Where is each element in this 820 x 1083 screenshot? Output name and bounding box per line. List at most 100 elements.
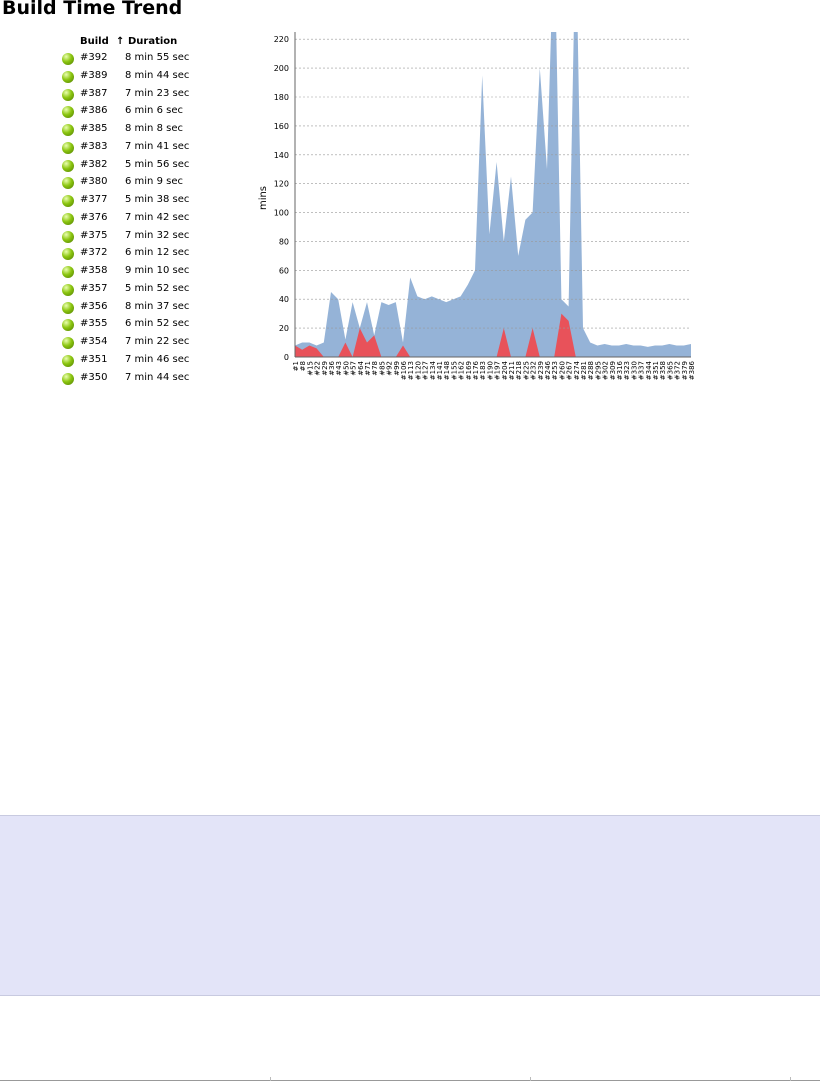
status-icon [62, 301, 74, 314]
separator [530, 1077, 531, 1081]
build-link[interactable]: #350 [80, 371, 108, 383]
duration: 7 min 41 sec [125, 140, 190, 152]
x-tick-label: #372 [674, 361, 682, 380]
build-link[interactable]: #385 [80, 123, 108, 134]
status-icon [62, 354, 74, 367]
duration: 8 min 37 sec [125, 300, 190, 312]
status-icon [62, 53, 74, 65]
build-row: #380 6 min 9 sec [62, 176, 242, 193]
x-tick-label: #379 [681, 361, 689, 380]
y-tick-label: 0 [284, 353, 289, 362]
build-link[interactable]: #386 [80, 105, 108, 117]
x-tick-label: #309 [609, 361, 617, 380]
x-tick-label: #288 [587, 361, 595, 380]
build-link[interactable]: #380 [80, 176, 108, 188]
status-icon [62, 337, 74, 349]
build-link[interactable]: #372 [80, 247, 108, 259]
build-row: #357 5 min 52 sec [62, 283, 242, 300]
duration: 9 min 10 sec [125, 265, 190, 276]
y-tick-label: 40 [279, 295, 289, 304]
separator [270, 1077, 271, 1081]
x-tick-label: #239 [537, 361, 545, 380]
bottom-rule [0, 1080, 820, 1081]
duration: 8 min 8 sec [125, 123, 183, 134]
build-row: #382 5 min 56 sec [62, 159, 242, 176]
build-link[interactable]: #375 [80, 229, 108, 241]
x-tick-label: #155 [450, 361, 458, 380]
x-tick-label: #337 [638, 361, 646, 380]
duration: 6 min 9 sec [125, 176, 183, 188]
x-tick-label: #330 [630, 361, 638, 380]
x-tick-label: #106 [400, 360, 408, 380]
status-icon [62, 70, 74, 83]
x-tick-label: #267 [566, 361, 574, 380]
duration: 5 min 56 sec [125, 158, 190, 170]
x-tick-label: #15 [306, 361, 314, 376]
build-row: #376 7 min 42 sec [62, 212, 242, 229]
build-link[interactable]: #377 [80, 194, 108, 205]
x-tick-label: #22 [314, 361, 322, 376]
build-link[interactable]: #383 [80, 140, 108, 152]
x-tick-label: #323 [623, 361, 631, 380]
x-tick-label: #71 [364, 361, 372, 376]
y-tick-label: 100 [274, 209, 289, 218]
duration: 7 min 32 sec [125, 229, 190, 241]
sort-arrow[interactable]: ↑ [116, 36, 125, 47]
y-tick-label: 220 [274, 35, 289, 44]
build-link[interactable]: #358 [80, 265, 108, 276]
build-link[interactable]: #354 [80, 336, 108, 347]
build-row: #355 6 min 52 sec [62, 318, 242, 335]
footer-band [0, 815, 820, 996]
build-row: #385 8 min 8 sec [62, 123, 242, 140]
status-icon [62, 195, 74, 207]
x-tick-label: #120 [414, 361, 422, 380]
y-tick-label: 60 [279, 266, 289, 275]
column-header[interactable]: Duration [128, 36, 178, 47]
duration: 7 min 44 sec [125, 371, 190, 383]
build-row: #354 7 min 22 sec [62, 336, 242, 353]
x-tick-label: #316 [616, 360, 624, 380]
x-tick-label: #78 [371, 361, 379, 376]
build-link[interactable]: #357 [80, 282, 108, 294]
x-tick-label: #260 [558, 361, 566, 380]
duration: 6 min 52 sec [125, 318, 190, 330]
build-row: #351 7 min 46 sec [62, 354, 242, 371]
build-row: #386 6 min 6 sec [62, 105, 242, 122]
x-tick-label: #113 [407, 361, 415, 380]
x-tick-label: #295 [594, 361, 602, 380]
build-link[interactable]: #382 [80, 158, 108, 170]
status-icon [62, 319, 74, 332]
build-link[interactable]: #376 [80, 211, 108, 223]
x-tick-label: #246 [544, 360, 552, 380]
build-link[interactable]: #351 [80, 353, 108, 365]
build-row: #356 8 min 37 sec [62, 301, 242, 318]
build-row: #387 7 min 23 sec [62, 88, 242, 105]
status-icon [62, 159, 74, 172]
column-header[interactable]: Build [80, 36, 109, 47]
x-tick-label: #204 [501, 360, 509, 380]
x-tick-label: #176 [472, 360, 480, 380]
y-tick-label: 120 [274, 180, 289, 189]
x-tick-label: #386 [688, 360, 696, 380]
x-tick-label: #50 [342, 361, 350, 376]
build-link[interactable]: #356 [80, 300, 108, 312]
build-link[interactable]: #355 [80, 318, 108, 330]
y-tick-label: 160 [274, 122, 289, 131]
build-link[interactable]: #387 [80, 87, 108, 99]
build-link[interactable]: #389 [80, 69, 108, 81]
x-tick-label: #281 [580, 361, 588, 380]
build-row: #375 7 min 32 sec [62, 230, 242, 247]
x-tick-label: #36 [328, 360, 336, 375]
x-tick-label: #1 [292, 361, 300, 371]
x-tick-label: #99 [393, 361, 401, 376]
x-tick-label: #169 [465, 361, 473, 380]
x-tick-label: #218 [515, 361, 523, 380]
build-row: #358 9 min 10 sec [62, 265, 242, 282]
build-link[interactable]: #392 [80, 52, 108, 63]
x-tick-label: #141 [436, 361, 444, 380]
status-icon [62, 124, 74, 136]
status-icon [62, 266, 74, 278]
x-tick-label: #351 [652, 361, 660, 380]
build-row: #350 7 min 44 sec [62, 372, 242, 389]
